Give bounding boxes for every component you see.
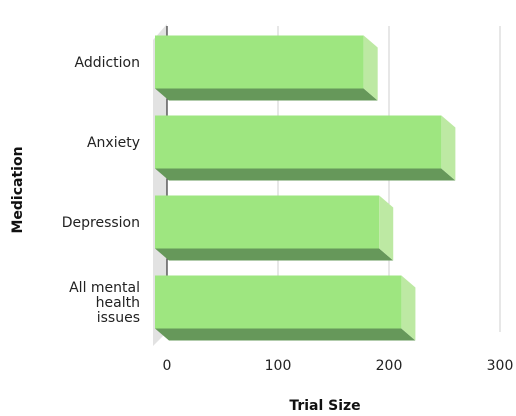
- x-tick-label: 0: [163, 358, 172, 374]
- bar-bottom: [155, 328, 416, 341]
- x-tick-label: 100: [265, 358, 292, 374]
- bar-side: [401, 275, 416, 341]
- bar-bottom: [155, 168, 456, 181]
- bar: [155, 195, 394, 261]
- left-wall: [153, 24, 167, 346]
- x-tick-labels: 0 100 200 300: [163, 358, 514, 374]
- bar: [155, 35, 378, 101]
- bars: [155, 35, 456, 341]
- x-tick-label: 200: [376, 358, 403, 374]
- bar-front: [155, 195, 380, 249]
- y-category-labels: Addiction Anxiety Depression All mental heal…: [62, 55, 140, 326]
- bar-front: [155, 35, 364, 89]
- y-axis-title: Medication: [10, 146, 26, 233]
- bar: [155, 275, 416, 341]
- bar-side: [379, 195, 394, 261]
- chart-wall: [153, 24, 167, 346]
- y-category-label: Anxiety: [87, 135, 140, 151]
- y-category-label: Addiction: [74, 55, 140, 71]
- bar-side: [441, 115, 456, 181]
- x-tick-label: 300: [487, 358, 514, 374]
- bar-side: [363, 35, 378, 101]
- bar-bottom: [155, 248, 394, 261]
- y-category-label: Depression: [62, 215, 140, 231]
- bar-bottom: [155, 88, 378, 101]
- y-category-label: All mental health issues: [69, 280, 140, 326]
- bar-front: [155, 115, 442, 169]
- bar: [155, 115, 456, 181]
- bar-front: [155, 275, 402, 329]
- x-axis-title: Trial Size: [289, 398, 360, 414]
